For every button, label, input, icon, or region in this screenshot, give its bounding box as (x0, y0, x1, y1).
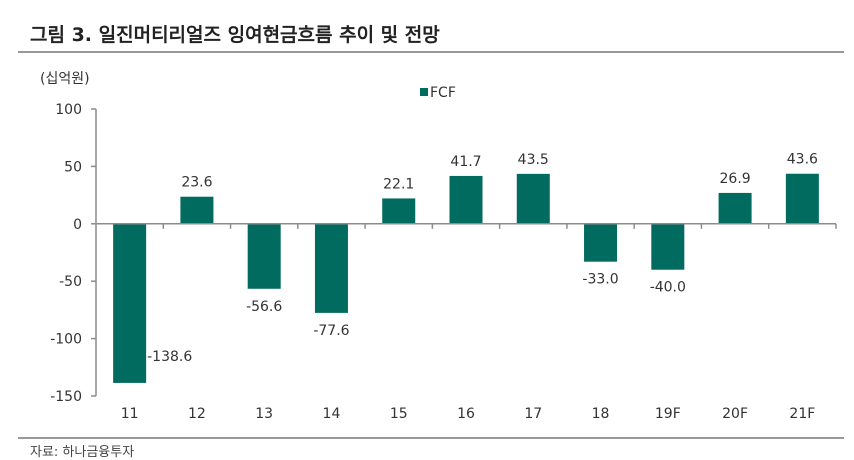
bar-21F (785, 173, 819, 224)
y-tick-label: 100 (55, 102, 82, 118)
bar-16 (449, 175, 483, 224)
chart-title: 그림 3. 일진머티리얼즈 잉여현금흐름 추이 및 전망 (30, 24, 440, 46)
data-label: 23.6 (181, 175, 212, 191)
x-tick-label: 20F (722, 406, 748, 422)
bar-20F (718, 192, 752, 224)
unit-label: (십억원) (40, 71, 90, 87)
x-tick-label: 18 (592, 406, 610, 422)
y-tick-label: -100 (50, 332, 82, 348)
bar-13 (247, 223, 281, 289)
bar-11 (113, 223, 147, 383)
bar-12 (180, 196, 214, 224)
data-label: -40.0 (650, 280, 686, 296)
bar-17 (516, 173, 550, 224)
y-tick-label: -150 (50, 389, 82, 405)
data-label: 43.5 (518, 152, 549, 168)
x-tick-label: 12 (188, 406, 206, 422)
legend: FCF (420, 85, 456, 101)
data-labels: -138.6 23.6 -56.6 -77.6 22.1 41.7 43.5 -33.0 -40… (147, 152, 818, 365)
data-label: -138.6 (147, 349, 192, 365)
title-divider (18, 51, 844, 53)
y-tick-label: 0 (73, 217, 82, 233)
y-axis: 100 50 0 -50 -100 -150 (50, 102, 97, 405)
x-tick-label: 15 (390, 406, 408, 422)
bar-14 (314, 223, 348, 313)
data-label: 22.1 (383, 176, 414, 192)
x-tick-label: 14 (323, 406, 341, 422)
data-label: 26.9 (720, 171, 751, 187)
bars (113, 173, 819, 383)
legend-swatch-fcf (420, 88, 428, 96)
x-axis: 11 12 13 14 15 16 17 18 19F 20F 21F (96, 223, 837, 422)
x-tick-label: 13 (255, 406, 273, 422)
y-tick-label: 50 (64, 159, 82, 175)
x-tick-label: 11 (121, 406, 139, 422)
data-label: -33.0 (582, 272, 618, 288)
bar-18 (584, 223, 618, 262)
x-tick-label: 16 (457, 406, 475, 422)
source-note: 자료: 하나금융투자 (30, 445, 135, 460)
data-label: -77.6 (313, 323, 349, 339)
x-tick-label: 17 (524, 406, 542, 422)
data-label: -56.6 (246, 299, 282, 315)
y-tick-label: -50 (59, 274, 82, 290)
data-label: 43.6 (787, 152, 818, 168)
bar-19F (651, 223, 685, 270)
bar-15 (382, 198, 416, 224)
x-tick-label: 21F (789, 406, 815, 422)
x-tick-label: 19F (655, 406, 681, 422)
data-label: 41.7 (450, 154, 481, 170)
legend-label-fcf: FCF (430, 85, 456, 101)
footer-divider (18, 437, 844, 439)
fcf-bar-chart: (십억원) FCF 100 50 0 -50 -100 -150 11 12 13 14 15 16… (40, 71, 837, 422)
